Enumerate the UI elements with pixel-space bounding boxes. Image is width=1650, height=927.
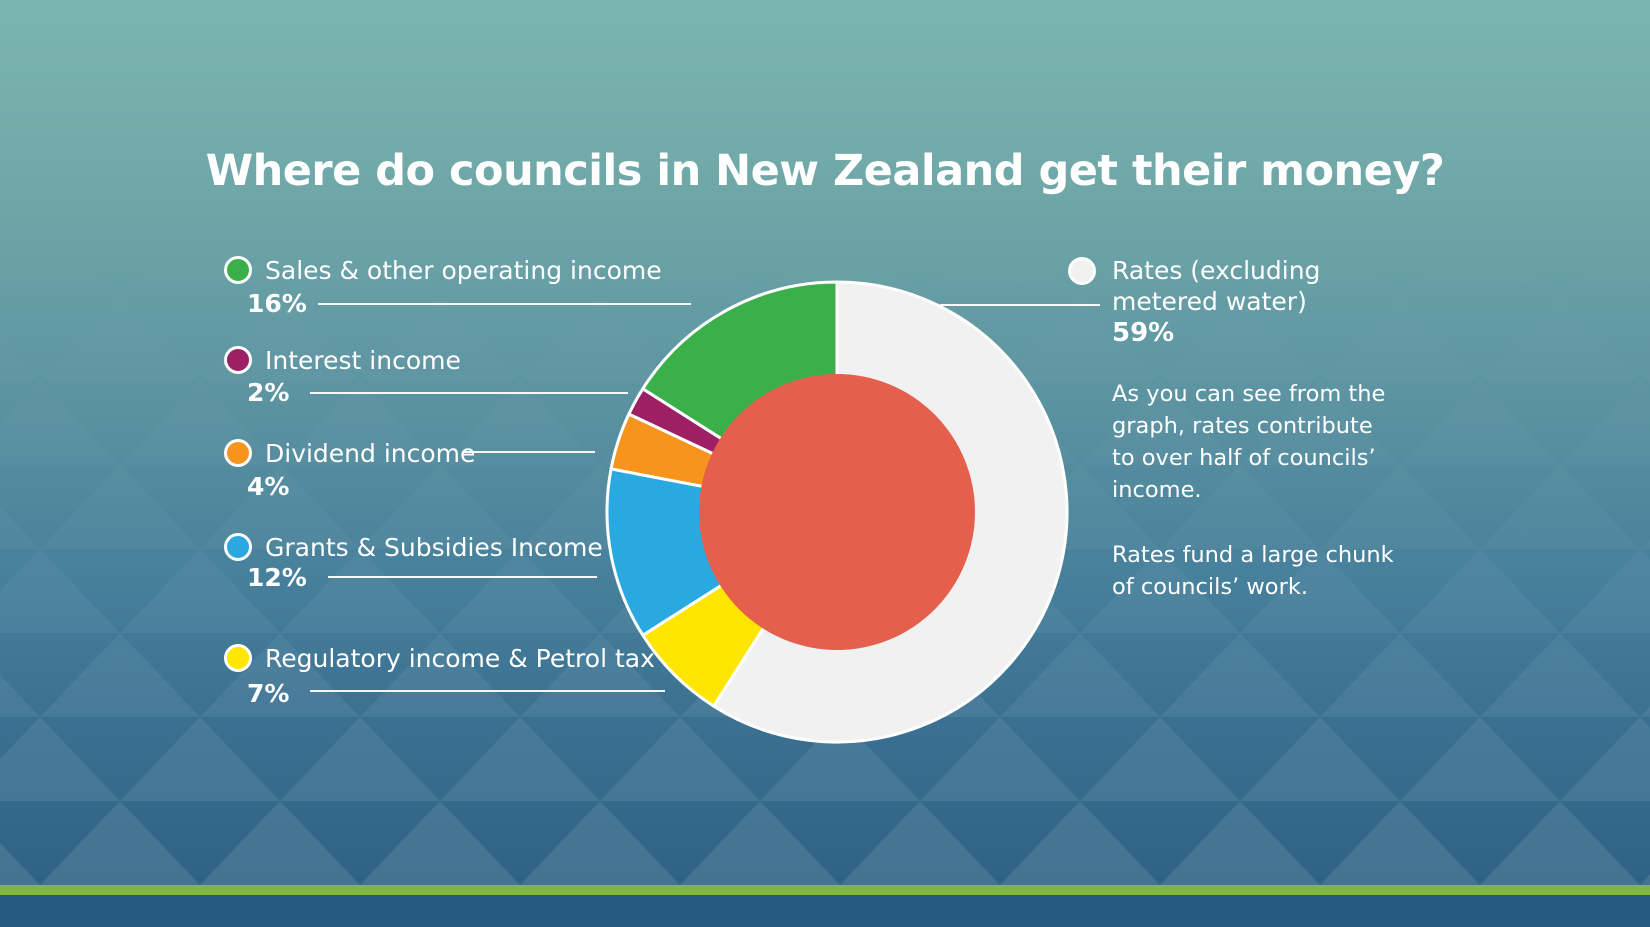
legend-dot-rates <box>1068 257 1096 285</box>
legend-dot-dividend <box>224 439 252 467</box>
leader-line-rates <box>940 304 1100 306</box>
legend-value-interest: 2% <box>247 378 290 407</box>
legend-value-rates: 59% <box>1112 318 1175 348</box>
page-title: Where do councils in New Zealand get the… <box>205 146 1445 196</box>
legend-label-sales: Sales & other operating income <box>265 255 662 285</box>
legend-label-interest: Interest income <box>265 345 461 375</box>
leader-line-regulatory <box>310 690 665 692</box>
legend-label-regulatory: Regulatory income & Petrol tax <box>265 643 655 673</box>
footer-band <box>0 895 1650 927</box>
legend-item-dividend: Dividend income <box>224 438 476 468</box>
center-circle <box>699 374 975 650</box>
annotation-block: As you can see from the graph, rates con… <box>1112 378 1412 636</box>
legend-dot-interest <box>224 346 252 374</box>
legend-item-sales: Sales & other operating income <box>224 255 662 285</box>
legend-item-rates <box>1068 257 1096 285</box>
leader-line-dividend <box>463 451 595 453</box>
legend-label-rates: Rates (excluding metered water) <box>1112 256 1321 316</box>
leader-line-sales <box>318 303 691 305</box>
legend-label-grants: Grants & Subsidies Income <box>265 532 603 562</box>
legend-dot-grants <box>224 533 252 561</box>
leader-line-interest <box>310 392 628 394</box>
footer-stripe <box>0 885 1650 895</box>
legend-value-sales: 16% <box>247 289 307 318</box>
legend-value-dividend: 4% <box>247 472 290 501</box>
legend-value-regulatory: 7% <box>247 679 290 708</box>
legend-dot-sales <box>224 256 252 284</box>
legend-item-interest: Interest income <box>224 345 461 375</box>
leader-line-grants <box>328 576 597 578</box>
legend-item-grants: Grants & Subsidies Income <box>224 532 603 562</box>
annotation-paragraph-1: As you can see from the graph, rates con… <box>1112 381 1386 503</box>
donut-chart <box>605 280 1069 744</box>
legend-value-grants: 12% <box>247 563 307 592</box>
legend-item-regulatory: Regulatory income & Petrol tax <box>224 643 655 673</box>
legend-dot-regulatory <box>224 644 252 672</box>
annotation-paragraph-2: Rates fund a large chunk of councils’ wo… <box>1112 542 1394 600</box>
legend-label-dividend: Dividend income <box>265 438 476 468</box>
